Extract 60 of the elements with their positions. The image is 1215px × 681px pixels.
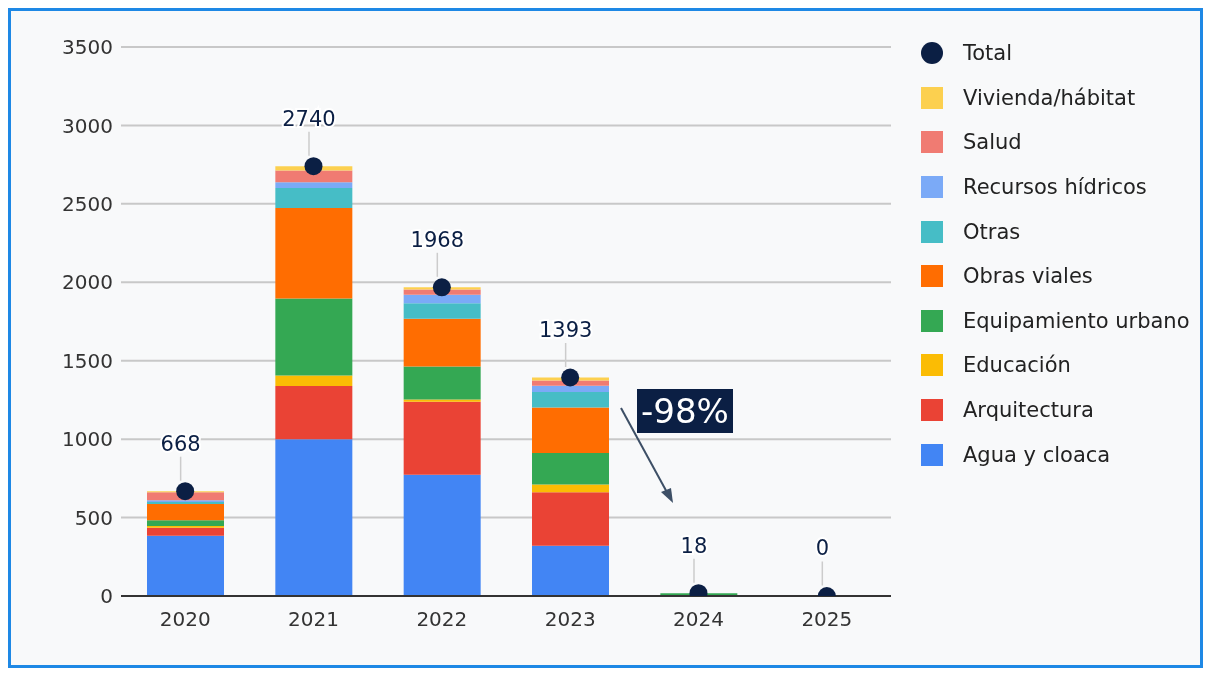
bar — [403, 303, 481, 319]
y-tick-label: 0 — [100, 584, 113, 609]
annotation: -98% — [637, 389, 733, 433]
bar — [403, 401, 481, 475]
y-tick-label: 500 — [74, 505, 113, 530]
point — [432, 278, 451, 297]
bar — [403, 399, 481, 402]
bar — [403, 294, 481, 304]
bar — [532, 385, 609, 392]
bar — [403, 474, 481, 596]
legend-label: Salud — [963, 130, 1022, 155]
legend-label: Obras viales — [963, 264, 1093, 289]
data-label: 1393 — [538, 317, 593, 342]
x-tick-label: 2021 — [288, 607, 339, 632]
y-tick-label: 3500 — [62, 35, 113, 60]
bar — [403, 318, 481, 367]
point — [304, 157, 323, 176]
y-tick-label: 1500 — [62, 348, 113, 373]
bar — [532, 407, 609, 453]
x-tick-label: 2024 — [673, 607, 724, 632]
data-label: 18 — [680, 533, 708, 558]
y-tick-label: 2000 — [62, 270, 113, 295]
data-label: 0 — [815, 536, 830, 561]
data-label: 668 — [160, 431, 201, 456]
bar — [275, 170, 353, 183]
bar — [275, 298, 353, 376]
y-tick-label: 3000 — [62, 113, 113, 138]
x-tick-label: 2022 — [416, 607, 468, 632]
data-label: 2740 — [282, 106, 336, 131]
bar — [275, 182, 353, 189]
legend-label: Recursos hídricos — [963, 175, 1147, 200]
bar — [532, 452, 609, 485]
bar — [275, 208, 353, 299]
x-tick-label: 2025 — [801, 607, 853, 632]
bar — [532, 391, 609, 408]
bar — [147, 520, 224, 527]
legend-label: Otras — [963, 219, 1021, 244]
x-tick-label: 2020 — [159, 607, 211, 632]
legend-label: Total — [963, 41, 1013, 66]
legend-label: Vivienda/hábitat — [963, 85, 1136, 110]
y-tick-label: 2500 — [62, 191, 113, 216]
point — [561, 368, 580, 387]
bar — [532, 484, 609, 493]
bar — [275, 439, 353, 596]
data-label: 1968 — [410, 227, 465, 252]
legend-label: Agua y cloaca — [963, 442, 1111, 467]
bar — [147, 504, 224, 521]
bar — [403, 366, 481, 400]
legend-label: Educación — [963, 353, 1071, 378]
bar — [275, 375, 353, 386]
bar — [275, 188, 353, 209]
bar — [275, 385, 353, 440]
legend-label: Equipamiento urbano — [963, 308, 1190, 333]
legend-label: Arquitectura — [963, 398, 1094, 423]
x-tick-label: 2023 — [544, 607, 596, 632]
y-tick-label: 1000 — [62, 427, 113, 452]
bar — [532, 492, 609, 546]
bar — [147, 527, 224, 536]
bar — [147, 535, 224, 596]
bar — [532, 545, 609, 596]
